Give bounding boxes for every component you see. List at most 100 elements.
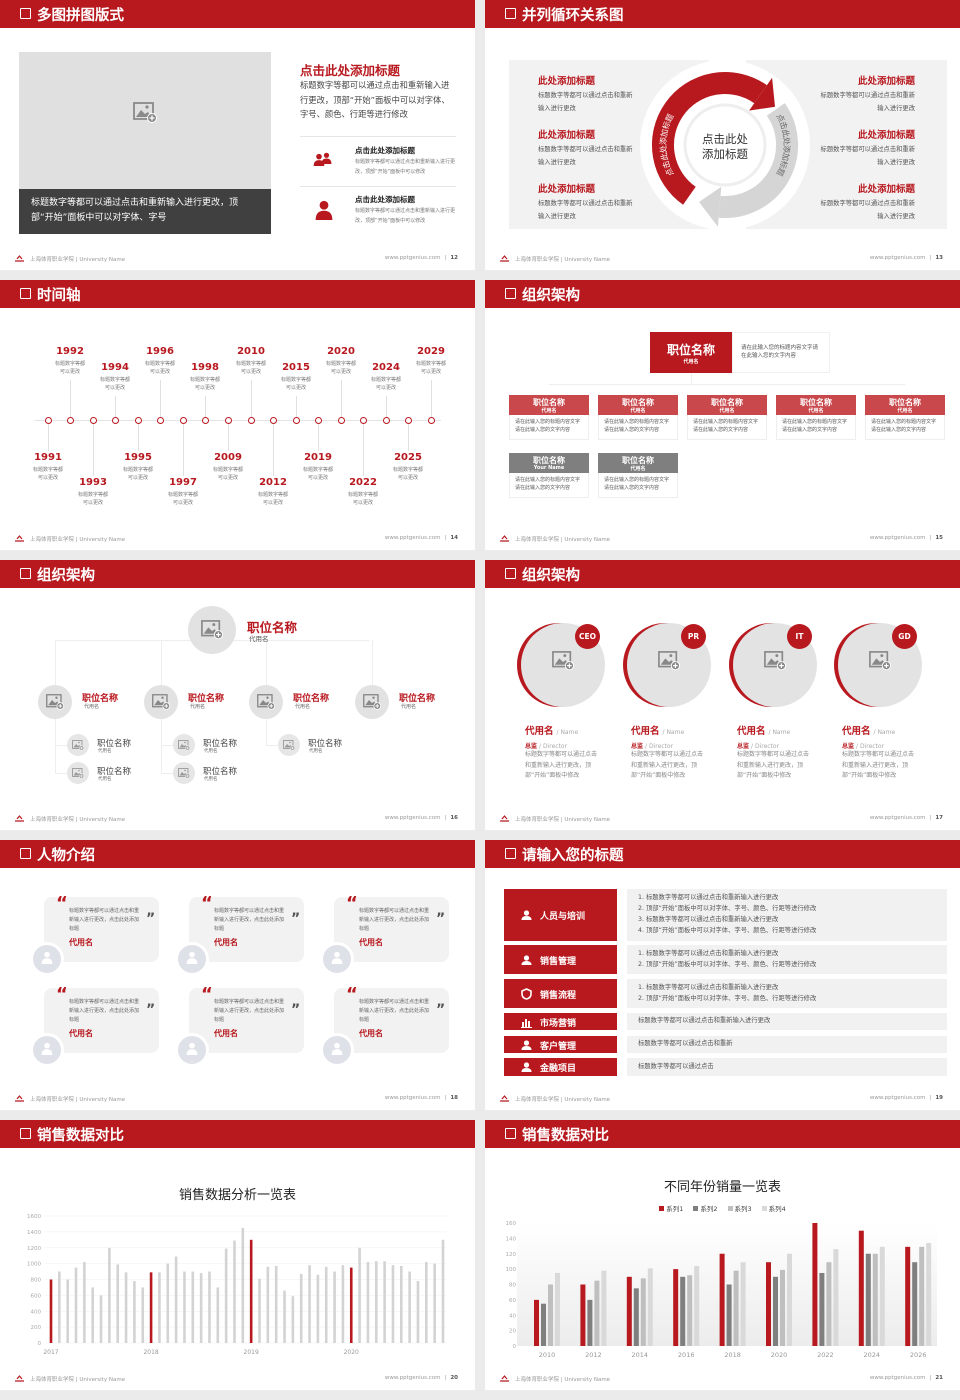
bar: [687, 1275, 693, 1346]
member-role-line: 总监 / Director: [631, 733, 673, 752]
member-role: 总监: [737, 743, 750, 750]
image-placeholder-icon: [178, 768, 190, 779]
timeline-node[interactable]: [247, 417, 255, 424]
legend-swatch: [693, 1205, 699, 1211]
quote-name: 代用名: [214, 938, 238, 947]
category-label: 销售流程: [540, 990, 577, 1001]
avatar[interactable]: [175, 942, 209, 976]
top-position-box[interactable]: 职位名称 代用名: [650, 332, 732, 373]
top-avatar[interactable]: [188, 606, 236, 654]
bar: [366, 1262, 370, 1343]
branch-avatar[interactable]: [355, 685, 389, 719]
timeline-node[interactable]: [134, 417, 142, 424]
avatar[interactable]: [30, 1033, 64, 1067]
quote-card: [334, 897, 449, 962]
member-name-en: / Name: [768, 729, 791, 736]
footer-sep: |: [444, 815, 447, 821]
event-year: 2019: [304, 452, 332, 463]
bar: [91, 1287, 95, 1343]
page-number: 18: [450, 1095, 458, 1101]
timeline-node[interactable]: [66, 417, 74, 424]
legend-label: 系列3: [734, 1205, 752, 1213]
branch-avatar[interactable]: [144, 685, 178, 719]
branch-sub: 代用名: [401, 704, 417, 710]
child-avatar[interactable]: [278, 734, 300, 756]
legend-swatch: [727, 1205, 733, 1211]
legend-item: 系列2: [693, 1203, 718, 1213]
connector: [385, 396, 387, 417]
child-avatar[interactable]: [173, 762, 195, 784]
y-tick-label: 80: [509, 1283, 516, 1289]
timeline-node[interactable]: [201, 417, 209, 424]
bar: [199, 1273, 203, 1343]
timeline-node[interactable]: [111, 417, 119, 424]
legend-item: 系列3: [727, 1203, 752, 1213]
position-box-header[interactable]: 职位名称 代用名: [776, 395, 856, 415]
role-badge-text: GD: [898, 632, 911, 641]
branch-avatar[interactable]: [249, 685, 283, 719]
position-desc: 请在此输入您的标题内容文字请在此输入您的文字内容: [865, 415, 945, 440]
timeline-node[interactable]: [382, 417, 390, 424]
child-avatar[interactable]: [173, 734, 195, 756]
timeline-node[interactable]: [44, 417, 52, 424]
timeline-node[interactable]: [359, 417, 367, 424]
child-title: 职位名称: [203, 767, 238, 777]
avatar[interactable]: [30, 942, 64, 976]
timeline-node[interactable]: [89, 417, 97, 424]
timeline-node[interactable]: [404, 417, 412, 424]
body: [313, 160, 325, 166]
training-icon: [521, 910, 532, 920]
category-button-5[interactable]: 客户管理: [504, 1036, 617, 1053]
slide-header: 人物介绍: [0, 840, 475, 868]
timeline-node[interactable]: [292, 417, 300, 424]
timeline-node[interactable]: [179, 417, 187, 424]
slide-14: 时间轴 上海体育职业学院 | University Name www.pptgeni…: [0, 280, 475, 550]
timeline-node[interactable]: [314, 417, 322, 424]
avatar[interactable]: [175, 1033, 209, 1067]
image-placeholder[interactable]: [19, 52, 271, 189]
footer-school-name: 上海体育职业学院 | University Name: [515, 817, 611, 823]
branch-avatar[interactable]: [38, 685, 72, 719]
user-icon: [315, 200, 333, 220]
position-box-header[interactable]: 职位名称 代用名: [687, 395, 767, 415]
category-button-1[interactable]: 人员与培训: [504, 889, 617, 941]
position-box-header[interactable]: 职位名称 代用名: [865, 395, 945, 415]
category-button-3[interactable]: 销售流程: [504, 979, 617, 1008]
category-button-4[interactable]: 市场营销: [504, 1013, 617, 1030]
detail-line: 标题数字等都可以通过点击: [638, 1062, 714, 1070]
position-box-header[interactable]: 职位名称 Your Name: [509, 453, 589, 473]
icon-frame: [869, 651, 889, 668]
event-desc: 标题数字等都可以更改: [325, 361, 356, 375]
timeline-node[interactable]: [427, 417, 435, 424]
timeline-node[interactable]: [269, 417, 277, 424]
slide-15: 组织架构 上海体育职业学院 | University Name www.pptgen…: [485, 280, 960, 550]
x-tick-label: 2019: [244, 1349, 259, 1356]
connector: [161, 715, 162, 774]
bar: [333, 1271, 336, 1343]
timeline-node[interactable]: [224, 417, 232, 424]
member-role-en: / Director: [856, 743, 885, 750]
bar: [349, 1267, 353, 1343]
timeline-node[interactable]: [156, 417, 164, 424]
logo-mark: [15, 1095, 24, 1102]
avatar[interactable]: [320, 1033, 354, 1067]
category-button-2[interactable]: 销售管理: [504, 945, 617, 974]
position-box-header[interactable]: 职位名称 代用名: [509, 395, 589, 415]
bar: [647, 1268, 653, 1346]
timeline-node[interactable]: [337, 417, 345, 424]
child-avatar[interactable]: [67, 762, 89, 784]
position-box-header[interactable]: 职位名称 代用名: [598, 395, 678, 415]
head: [189, 1042, 195, 1049]
body: [521, 960, 532, 965]
position-box-header[interactable]: 职位名称 代用名: [598, 453, 678, 473]
slide-title: 组织架构: [522, 568, 580, 584]
child-avatar[interactable]: [67, 734, 89, 756]
icon-plus: [216, 632, 221, 637]
icon-sun: [212, 623, 216, 627]
avatar[interactable]: [320, 942, 354, 976]
connector: [407, 424, 409, 451]
y-tick-label: 40: [509, 1313, 516, 1319]
category-button-6[interactable]: 金融项目: [504, 1058, 617, 1076]
logo-mark: [500, 255, 509, 262]
icon-sun: [669, 654, 673, 658]
